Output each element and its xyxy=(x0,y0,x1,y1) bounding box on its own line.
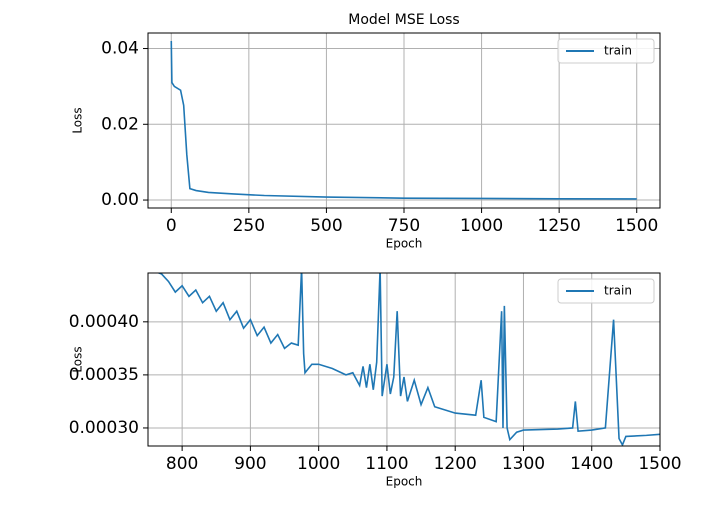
x-tick-label: 1500 xyxy=(638,454,681,474)
data-line xyxy=(170,40,637,200)
x-tick-label: 800 xyxy=(166,454,198,474)
y-tick-label: 0.00040 xyxy=(69,312,139,332)
plot-area xyxy=(156,273,660,446)
data-line xyxy=(156,273,660,446)
axes-frame xyxy=(147,32,661,209)
y-tick-label: 0.00035 xyxy=(69,365,139,385)
x-tick-label: 1200 xyxy=(434,454,477,474)
plot-area xyxy=(170,40,637,200)
x-tick-label: 1000 xyxy=(460,216,503,236)
x-tick-label: 1100 xyxy=(365,454,408,474)
y-axis-label: Loss xyxy=(71,346,85,372)
chart-title: Model MSE Loss xyxy=(348,12,459,28)
legend-label: train xyxy=(604,284,632,298)
x-axis-label: Epoch xyxy=(386,237,423,251)
y-tick-label: 0.02 xyxy=(101,114,139,134)
y-tick-label: 0.00030 xyxy=(69,418,139,438)
legend-label: train xyxy=(604,44,632,58)
y-tick-label: 0.00 xyxy=(101,190,139,210)
axes-frame xyxy=(147,272,661,447)
x-tick-label: 0 xyxy=(166,216,177,236)
x-tick-label: 1300 xyxy=(502,454,545,474)
y-axis-label: Loss xyxy=(71,107,85,133)
x-tick-label: 1000 xyxy=(297,454,340,474)
x-axis-label: Epoch xyxy=(386,475,423,489)
x-tick-label: 500 xyxy=(310,216,342,236)
x-tick-label: 900 xyxy=(234,454,266,474)
x-tick-label: 250 xyxy=(233,216,265,236)
x-tick-label: 1400 xyxy=(570,454,613,474)
y-tick-label: 0.04 xyxy=(101,39,139,59)
legend-box xyxy=(557,38,655,64)
x-tick-label: 1250 xyxy=(538,216,581,236)
legend-box xyxy=(557,278,655,304)
x-tick-label: 750 xyxy=(388,216,420,236)
x-tick-label: 1500 xyxy=(615,216,658,236)
